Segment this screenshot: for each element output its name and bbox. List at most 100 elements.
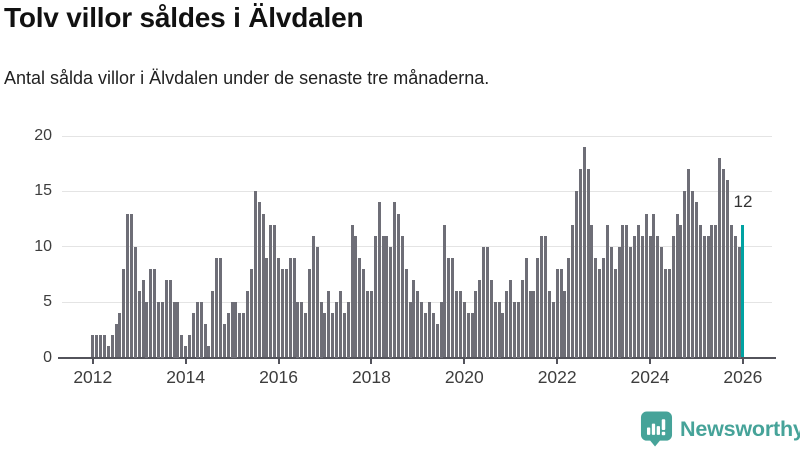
newsworthy-bubble-chart-icon: [640, 411, 673, 447]
bar: [462, 302, 466, 358]
bar-chart-glyph: [646, 419, 666, 436]
bar: [404, 268, 408, 358]
bar: [366, 291, 370, 358]
bar: [99, 335, 103, 358]
bar: [482, 246, 486, 358]
bar: [397, 213, 400, 358]
bar: [102, 335, 106, 358]
x-axis-label: 2024: [630, 367, 670, 387]
bar: [346, 302, 350, 358]
x-axis-label: 2016: [259, 367, 298, 387]
bar: [613, 268, 617, 358]
bar: [667, 268, 671, 358]
bar: [594, 257, 598, 358]
bar: [215, 257, 219, 358]
bar: [710, 224, 714, 358]
bar: [160, 302, 164, 358]
bar: [466, 313, 470, 358]
bar: [493, 302, 497, 358]
bar: [218, 257, 222, 358]
bar: [652, 213, 656, 358]
bar: [718, 158, 722, 358]
bar: [636, 224, 640, 358]
bar: [687, 169, 691, 358]
bar: [110, 335, 114, 358]
bar: [203, 324, 207, 358]
bar: [609, 246, 613, 358]
bar: [640, 235, 644, 358]
bar: [435, 324, 439, 358]
bar: [486, 246, 489, 358]
gridline-y-20: [62, 135, 772, 137]
x-axis-tick: [741, 357, 744, 364]
bar: [168, 279, 172, 358]
bar: [625, 224, 629, 358]
bar: [296, 302, 300, 358]
bar: [377, 202, 381, 358]
bar: [230, 302, 234, 358]
x-axis-label: 2026: [723, 367, 763, 387]
bar: [555, 268, 559, 358]
bar: [327, 291, 331, 358]
bar: [559, 268, 563, 358]
bar: [633, 235, 637, 358]
bar: [497, 302, 501, 358]
bar: [470, 313, 474, 358]
bar: [621, 224, 625, 358]
bar: [544, 235, 548, 358]
newsworthy-logo[interactable]: Newsworthy: [640, 411, 800, 447]
bar: [513, 302, 517, 358]
bar: [184, 346, 188, 358]
bar: [157, 302, 161, 358]
bar: [261, 213, 265, 358]
bar: [729, 224, 733, 358]
bar: [277, 257, 281, 358]
x-axis-tick: [463, 357, 466, 364]
bar: [524, 257, 528, 358]
x-axis-label: 2018: [351, 367, 391, 387]
highlight-value-label: 12: [733, 192, 753, 211]
bar: [737, 246, 741, 358]
bar: [199, 302, 203, 358]
x-axis-label: 2020: [444, 367, 484, 387]
bar: [605, 224, 609, 358]
bar: [431, 313, 435, 358]
x-axis-label: 2022: [537, 367, 577, 387]
bar: [207, 346, 211, 358]
bar: [598, 268, 602, 358]
bar: [246, 291, 250, 358]
bar: [195, 302, 199, 358]
bar: [629, 246, 633, 358]
bar: [129, 213, 133, 358]
bar: [338, 291, 342, 358]
bar: [664, 268, 667, 358]
highlighted-bar: [741, 224, 745, 358]
bar: [126, 213, 130, 358]
y-axis-label: 15: [34, 182, 52, 200]
bar: [269, 224, 273, 358]
bar: [702, 235, 706, 358]
bar: [323, 313, 327, 358]
bar: [133, 246, 137, 358]
bar: [91, 335, 95, 358]
bar: [571, 224, 575, 358]
bar: [311, 235, 315, 358]
bar: [137, 291, 141, 358]
newsworthy-logo-text: Newsworthy: [680, 416, 800, 441]
bar: [249, 268, 253, 358]
bar: [725, 180, 729, 358]
y-axis-label: 20: [34, 127, 52, 144]
bar: [451, 257, 455, 358]
bar: [458, 291, 462, 358]
bar: [114, 324, 118, 358]
bar: [733, 235, 737, 358]
bar: [602, 257, 606, 358]
bar: [567, 257, 571, 358]
bar: [489, 279, 493, 358]
bar: [393, 202, 397, 358]
bar: [424, 313, 428, 358]
bar: [694, 202, 698, 358]
bar: [145, 302, 149, 358]
x-axis-tick: [649, 357, 652, 364]
